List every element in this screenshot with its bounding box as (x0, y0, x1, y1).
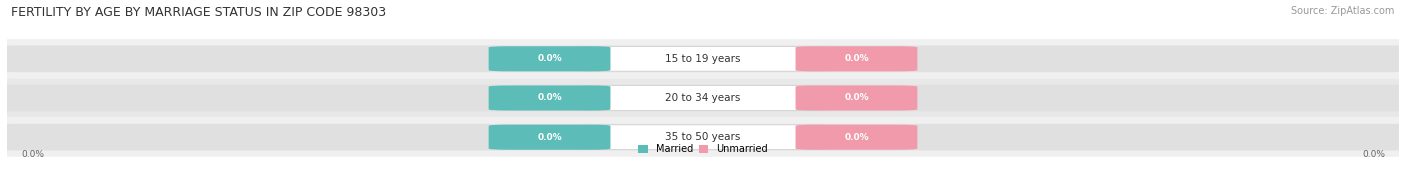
Text: 0.0%: 0.0% (844, 54, 869, 63)
FancyBboxPatch shape (0, 78, 1406, 118)
FancyBboxPatch shape (489, 46, 610, 71)
FancyBboxPatch shape (0, 45, 1406, 72)
FancyBboxPatch shape (489, 85, 610, 111)
Text: 20 to 34 years: 20 to 34 years (665, 93, 741, 103)
Text: 35 to 50 years: 35 to 50 years (665, 132, 741, 142)
Text: 0.0%: 0.0% (844, 133, 869, 142)
FancyBboxPatch shape (578, 46, 828, 71)
FancyBboxPatch shape (0, 118, 1406, 157)
Text: 0.0%: 0.0% (844, 93, 869, 103)
FancyBboxPatch shape (0, 39, 1406, 78)
Text: 15 to 19 years: 15 to 19 years (665, 54, 741, 64)
Text: FERTILITY BY AGE BY MARRIAGE STATUS IN ZIP CODE 98303: FERTILITY BY AGE BY MARRIAGE STATUS IN Z… (11, 6, 387, 19)
FancyBboxPatch shape (796, 85, 917, 111)
FancyBboxPatch shape (489, 125, 610, 150)
Text: 0.0%: 0.0% (537, 54, 562, 63)
FancyBboxPatch shape (796, 46, 917, 71)
Text: 0.0%: 0.0% (537, 133, 562, 142)
Legend: Married, Unmarried: Married, Unmarried (634, 141, 772, 158)
Text: Source: ZipAtlas.com: Source: ZipAtlas.com (1291, 6, 1395, 16)
FancyBboxPatch shape (0, 124, 1406, 151)
FancyBboxPatch shape (578, 86, 828, 110)
Text: 0.0%: 0.0% (537, 93, 562, 103)
FancyBboxPatch shape (0, 85, 1406, 111)
Text: 0.0%: 0.0% (21, 150, 44, 159)
Text: 0.0%: 0.0% (1362, 150, 1385, 159)
FancyBboxPatch shape (796, 125, 917, 150)
FancyBboxPatch shape (578, 125, 828, 150)
